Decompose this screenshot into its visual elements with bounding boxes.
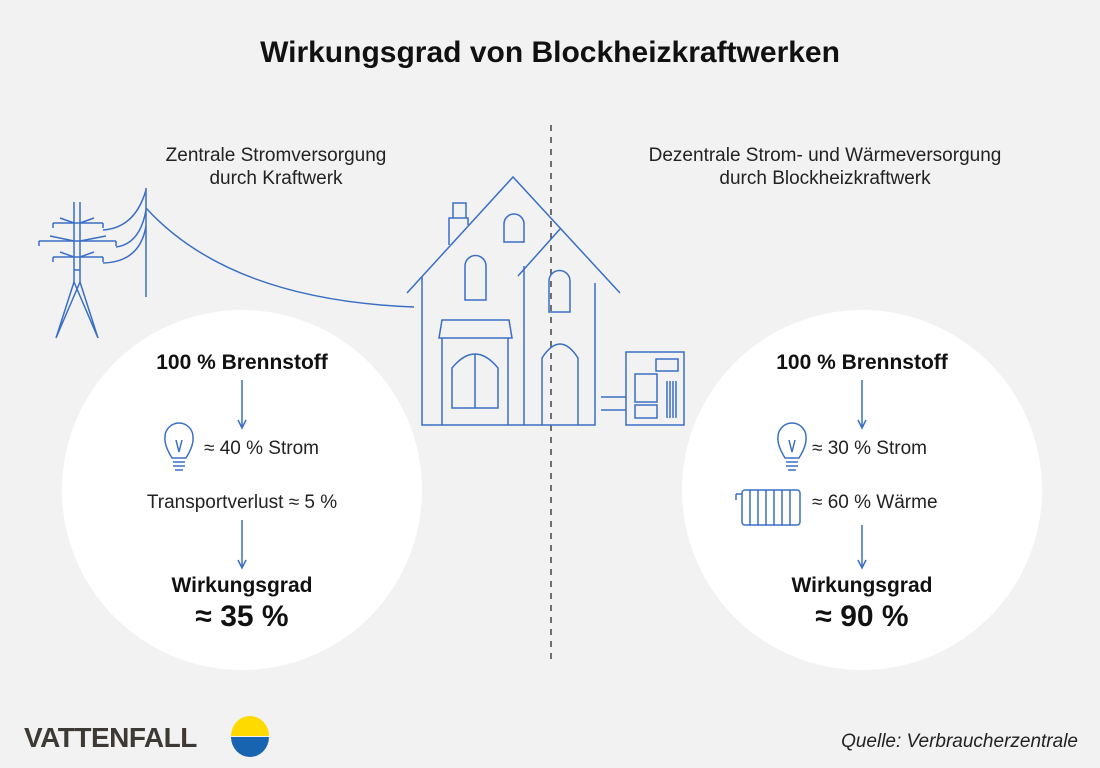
page-title: Wirkungsgrad von Blockheizkraftwerken xyxy=(260,36,840,69)
logo-text: VATTENFALL xyxy=(24,722,197,753)
right-heading-line2: durch Blockheizkraftwerk xyxy=(719,168,931,189)
left-heading-line1: Zentrale Stromversorgung xyxy=(165,145,387,166)
left-heading: Zentrale Stromversorgung durch Kraftwerk xyxy=(166,144,387,190)
right-fuel: 100 % Brennstoff xyxy=(776,351,948,374)
left-heading-line2: durch Kraftwerk xyxy=(209,168,343,189)
right-heading-line1: Dezentrale Strom- und Wärmeversorgung xyxy=(648,145,1002,166)
right-heading: Dezentrale Strom- und Wärmeversorgung du… xyxy=(649,144,1002,190)
left-fuel: 100 % Brennstoff xyxy=(156,351,328,374)
light-bulb-icon xyxy=(164,422,194,471)
left-circle xyxy=(62,310,422,670)
arrows xyxy=(237,380,867,570)
right-heat: ≈ 60 % Wärme xyxy=(812,492,938,513)
light-bulb-icon-right xyxy=(777,422,807,471)
left-efficiency-value: ≈ 35 % xyxy=(195,600,289,633)
right-efficiency-value: ≈ 90 % xyxy=(815,600,909,633)
power-pylon-icon xyxy=(38,188,415,339)
left-electricity: ≈ 40 % Strom xyxy=(204,438,319,459)
radiator-icon xyxy=(735,489,801,526)
right-electricity: ≈ 30 % Strom xyxy=(812,438,927,459)
source-note: Quelle: Verbraucherzentrale xyxy=(841,731,1078,752)
chp-unit-icon xyxy=(601,351,685,426)
right-efficiency-label: Wirkungsgrad xyxy=(791,574,933,597)
vattenfall-logo: VATTENFALL xyxy=(24,722,197,754)
house-icon xyxy=(406,175,621,426)
left-efficiency-label: Wirkungsgrad xyxy=(171,574,313,597)
right-circle xyxy=(682,310,1042,670)
left-transport-loss: Transportverlust ≈ 5 % xyxy=(146,492,338,513)
logo-emblem-icon xyxy=(231,716,269,757)
